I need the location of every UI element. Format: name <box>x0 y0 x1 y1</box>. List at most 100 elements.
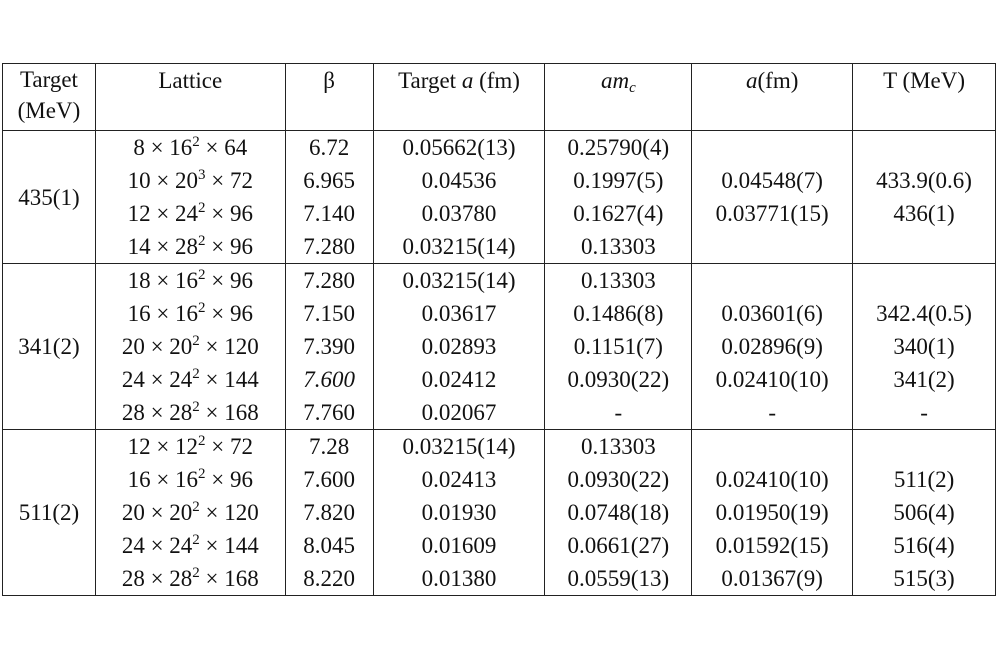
a-fm-cell <box>691 429 854 463</box>
lattice-cell: 8 × 162 × 64 <box>94 130 286 164</box>
lattice-cell: 24 × 242 × 144 <box>94 363 286 396</box>
header-lattice: Lattice <box>94 63 286 131</box>
lattice-exponent: 3 <box>198 167 206 183</box>
lattice-spatial-extent: 16 <box>169 135 193 160</box>
lattice-extra-extent: 120 <box>224 500 259 525</box>
lattice-exponent: 2 <box>192 399 200 415</box>
temperature-cell <box>852 429 996 463</box>
lattice-spatial-extent: 12 <box>175 434 199 459</box>
temperature-cell: 515(3) <box>852 562 996 596</box>
temperature-cell: 511(2) <box>852 463 996 496</box>
amc-cell: 0.13303 <box>544 263 693 297</box>
amc-cell: 0.1997(5) <box>544 164 693 197</box>
target-a-cell: 0.02067 <box>372 396 546 430</box>
lattice-exponent: 2 <box>192 565 200 581</box>
temperature-cell <box>852 230 996 264</box>
lattice-cell: 10 × 203 × 72 <box>94 164 286 197</box>
temperature-cell <box>852 130 996 164</box>
target-temperature-cell: 511(2) <box>2 429 96 596</box>
lattice-time-extent: 16 <box>127 467 151 492</box>
table-row: 16 × 162 × 96 7.600 0.02413 0.0930(22) 0.024… <box>3 463 996 496</box>
lattice-cell: 28 × 282 × 168 <box>94 562 286 596</box>
lattice-cell: 20 × 202 × 120 <box>94 496 286 529</box>
header-target-a: Target a (fm) <box>372 63 546 131</box>
lattice-exponent: 2 <box>192 333 200 349</box>
header-target: Target (MeV) <box>2 63 96 131</box>
lattice-time-extent: 16 <box>127 301 151 326</box>
beta-cell: 7.600 <box>284 463 374 496</box>
table-row: 16 × 162 × 96 7.150 0.03617 0.1486(8) 0.0360… <box>3 297 996 330</box>
header-target-a-pre: Target <box>398 68 462 93</box>
header-a: a(fm) <box>691 63 854 131</box>
header-target-a-unit: (fm) <box>473 68 520 93</box>
table-row: 511(2) 12 × 122 × 72 7.28 0.03215(14) 0.1330… <box>2 429 996 596</box>
lattice-extra-extent: 72 <box>230 434 254 459</box>
lattice-spatial-extent: 16 <box>175 268 199 293</box>
lattice-extra-extent: 168 <box>224 566 259 591</box>
table-row: 20 × 202 × 120 7.390 0.02893 0.1151(7) 0.028… <box>3 330 996 363</box>
temperature-cell: 342.4(0.5) <box>852 297 996 330</box>
lattice-extra-extent: 96 <box>230 201 254 226</box>
target-a-cell: 0.02413 <box>372 463 546 496</box>
temperature-cell: 433.9(0.6) <box>852 164 996 197</box>
a-fm-cell: 0.03771(15) <box>691 197 854 230</box>
lattice-extra-extent: 120 <box>224 334 259 359</box>
amc-cell: 0.0930(22) <box>544 363 693 396</box>
beta-cell: 7.760 <box>284 396 374 430</box>
lattice-exponent: 2 <box>198 433 206 449</box>
target-a-cell: 0.03215(14) <box>372 429 546 463</box>
amc-cell: 0.13303 <box>544 230 693 264</box>
lattice-time-extent: 20 <box>121 334 145 359</box>
beta-cell: 8.045 <box>284 529 374 562</box>
temperature-cell: 436(1) <box>852 197 996 230</box>
a-fm-cell: 0.03601(6) <box>691 297 854 330</box>
header-row: Target (MeV) Lattice β Target a (fm) amc… <box>2 63 996 131</box>
lattice-exponent: 2 <box>198 300 206 316</box>
beta-cell: 7.150 <box>284 297 374 330</box>
target-a-cell: 0.02412 <box>372 363 546 396</box>
target-a-cell: 0.02893 <box>372 330 546 363</box>
lattice-cell: 18 × 162 × 96 <box>94 263 286 297</box>
beta-cell: 7.28 <box>284 429 374 463</box>
target-a-cell: 0.05662(13) <box>372 130 546 164</box>
header-amc-sub: c <box>629 80 636 96</box>
a-fm-cell: - <box>691 396 854 430</box>
temperature-cell: 341(2) <box>852 363 996 396</box>
lattice-extra-extent: 96 <box>230 467 254 492</box>
header-a-unit: (fm) <box>757 68 799 93</box>
table-row: 10 × 203 × 72 6.965 0.04536 0.1997(5) 0.0454… <box>3 164 996 197</box>
header-temperature: T (MeV) <box>852 63 996 131</box>
header-a-var: a <box>746 68 758 93</box>
lattice-cell: 20 × 202 × 120 <box>94 330 286 363</box>
a-fm-cell <box>691 130 854 164</box>
lattice-parameters-table: Target (MeV) Lattice β Target a (fm) amc… <box>2 63 996 596</box>
table-row: 24 × 242 × 144 8.045 0.01609 0.0661(27) 0.01… <box>3 529 996 562</box>
amc-cell: 0.25790(4) <box>544 130 693 164</box>
lattice-extra-extent: 96 <box>230 268 254 293</box>
table-row: 12 × 242 × 96 7.140 0.03780 0.1627(4) 0.0377… <box>3 197 996 230</box>
a-fm-cell: 0.02896(9) <box>691 330 854 363</box>
beta-cell: 7.280 <box>284 263 374 297</box>
lattice-exponent: 2 <box>198 466 206 482</box>
table-row: 14 × 282 × 96 7.280 0.03215(14) 0.13303 <box>3 230 996 264</box>
lattice-exponent: 2 <box>198 233 206 249</box>
lattice-spatial-extent: 28 <box>169 400 193 425</box>
target-temperature-cell: 341(2) <box>2 263 96 430</box>
lattice-cell: 16 × 162 × 96 <box>94 463 286 496</box>
lattice-exponent: 2 <box>192 532 200 548</box>
temperature-cell: 340(1) <box>852 330 996 363</box>
amc-cell: - <box>544 396 693 430</box>
target-a-cell: 0.03215(14) <box>372 230 546 264</box>
header-beta: β <box>284 63 374 131</box>
lattice-time-extent: 8 <box>133 135 145 160</box>
lattice-spatial-extent: 28 <box>169 566 193 591</box>
lattice-extra-extent: 96 <box>230 301 254 326</box>
header-amc-base: am <box>600 68 630 93</box>
table-header: Target (MeV) Lattice β Target a (fm) amc… <box>2 63 996 131</box>
lattice-spatial-extent: 24 <box>169 533 193 558</box>
target-a-cell: 0.01930 <box>372 496 546 529</box>
a-fm-cell: 0.01950(19) <box>691 496 854 529</box>
lattice-time-extent: 28 <box>121 400 145 425</box>
lattice-extra-extent: 144 <box>224 367 259 392</box>
beta-cell: 6.72 <box>284 130 374 164</box>
